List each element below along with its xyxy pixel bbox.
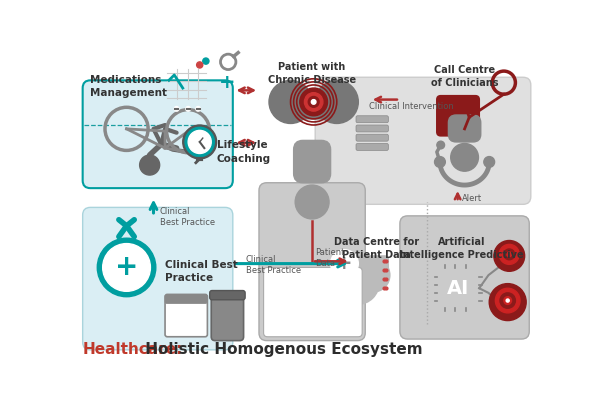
Text: Healthcare:: Healthcare: <box>83 342 183 357</box>
FancyBboxPatch shape <box>437 96 479 136</box>
Circle shape <box>140 155 160 175</box>
FancyBboxPatch shape <box>165 294 208 304</box>
Circle shape <box>197 62 203 68</box>
Text: Clinical Best
Practice: Clinical Best Practice <box>165 260 238 283</box>
Circle shape <box>336 261 379 304</box>
FancyBboxPatch shape <box>259 183 365 341</box>
Text: Alert: Alert <box>461 194 482 203</box>
Circle shape <box>504 297 512 304</box>
Text: Patient with
Chronic Disease: Patient with Chronic Disease <box>268 62 356 85</box>
FancyBboxPatch shape <box>356 134 388 141</box>
Circle shape <box>500 293 515 308</box>
Circle shape <box>311 100 316 104</box>
FancyBboxPatch shape <box>165 294 208 337</box>
FancyBboxPatch shape <box>83 80 233 188</box>
Circle shape <box>183 125 217 159</box>
Circle shape <box>188 130 211 154</box>
Circle shape <box>304 93 323 111</box>
Text: +: + <box>219 73 236 92</box>
Circle shape <box>506 299 509 302</box>
Text: Data Centre for
Patient Data: Data Centre for Patient Data <box>334 237 419 260</box>
Circle shape <box>174 106 179 111</box>
FancyBboxPatch shape <box>211 296 244 341</box>
FancyBboxPatch shape <box>338 256 388 279</box>
FancyBboxPatch shape <box>290 90 337 119</box>
Circle shape <box>103 244 151 291</box>
Circle shape <box>203 58 209 64</box>
Circle shape <box>315 80 358 124</box>
FancyBboxPatch shape <box>356 144 388 150</box>
FancyBboxPatch shape <box>315 77 531 204</box>
Circle shape <box>331 250 358 278</box>
FancyBboxPatch shape <box>356 125 388 132</box>
Text: +: + <box>115 254 138 282</box>
Text: Call Centre
of Clinicians: Call Centre of Clinicians <box>431 65 499 88</box>
Circle shape <box>437 141 445 149</box>
FancyBboxPatch shape <box>210 290 245 300</box>
Text: Clinical Intervention: Clinical Intervention <box>369 102 454 111</box>
FancyBboxPatch shape <box>293 140 331 183</box>
Text: Clinical
Best Practice: Clinical Best Practice <box>246 255 301 275</box>
Circle shape <box>308 96 319 107</box>
Circle shape <box>356 258 390 292</box>
Text: Artificial
Intelligence Predictive: Artificial Intelligence Predictive <box>399 237 524 260</box>
Circle shape <box>504 249 515 260</box>
Circle shape <box>489 284 526 320</box>
FancyBboxPatch shape <box>263 268 362 337</box>
Circle shape <box>97 238 156 297</box>
Text: AI: AI <box>446 279 469 298</box>
Circle shape <box>494 240 524 271</box>
Circle shape <box>269 80 312 124</box>
Circle shape <box>300 88 328 116</box>
Circle shape <box>332 259 360 287</box>
Text: Medications
Management: Medications Management <box>91 75 167 98</box>
Circle shape <box>484 156 494 167</box>
Circle shape <box>496 288 520 313</box>
FancyBboxPatch shape <box>83 207 233 350</box>
Circle shape <box>186 106 190 111</box>
Circle shape <box>196 106 200 111</box>
FancyBboxPatch shape <box>400 216 529 339</box>
Text: Patient
Data: Patient Data <box>315 248 344 268</box>
Text: Holistic Homogenous Ecosystem: Holistic Homogenous Ecosystem <box>140 342 422 357</box>
Circle shape <box>295 185 329 219</box>
Text: +: + <box>336 254 353 273</box>
FancyBboxPatch shape <box>448 115 481 142</box>
FancyBboxPatch shape <box>356 116 388 123</box>
Circle shape <box>451 144 478 171</box>
Text: Clinical
Best Practice: Clinical Best Practice <box>160 207 215 228</box>
Text: Lifestyle
Coaching: Lifestyle Coaching <box>217 140 271 164</box>
Circle shape <box>507 252 512 257</box>
Circle shape <box>499 244 519 264</box>
Circle shape <box>185 127 214 156</box>
Circle shape <box>434 156 445 167</box>
